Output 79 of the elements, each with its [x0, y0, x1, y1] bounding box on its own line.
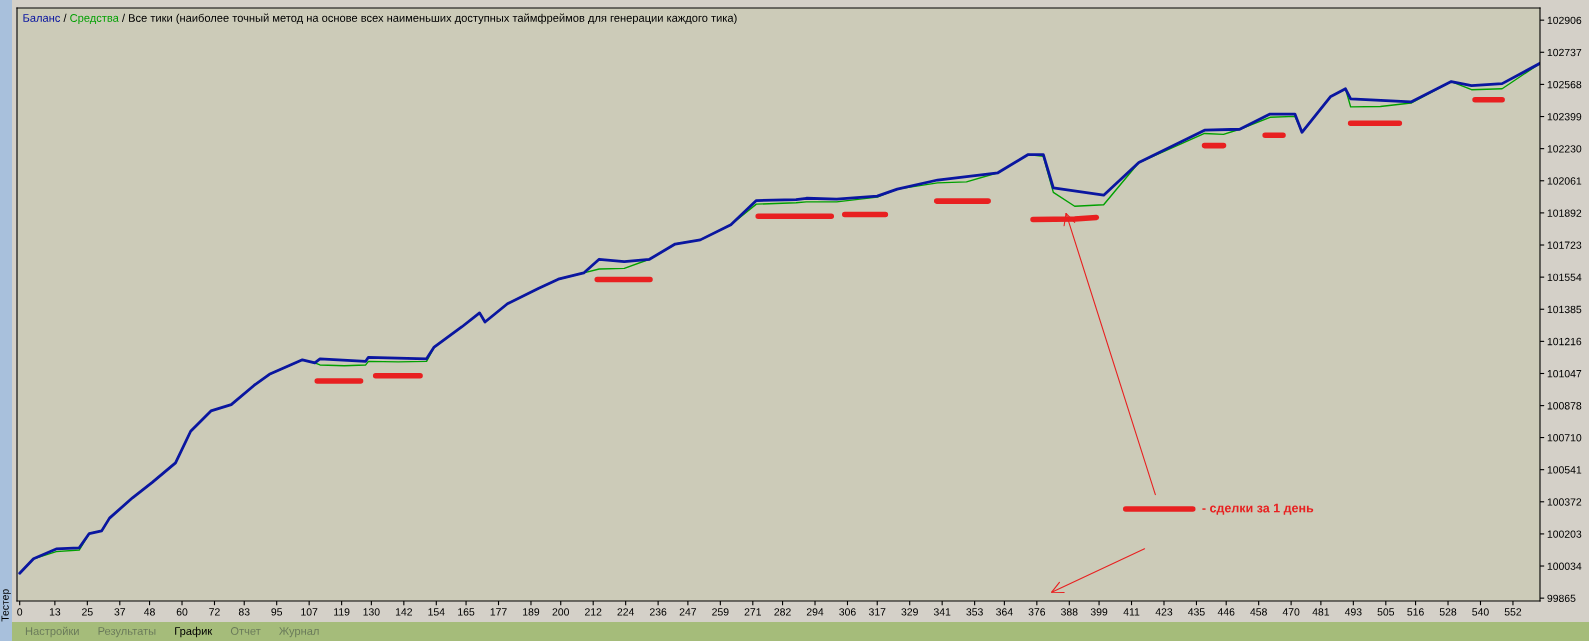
- x-tick-label: 165: [458, 608, 475, 616]
- y-tick-label: 100203: [1547, 530, 1582, 538]
- text: Средства: [70, 14, 119, 25]
- annotation: /: [63, 13, 67, 22]
- y-tick-label: 100710: [1547, 434, 1582, 442]
- x-tick-label: 37: [114, 608, 126, 616]
- x-tick-label: 119: [334, 608, 350, 616]
- x-tick-label: 364: [996, 608, 1013, 616]
- x-tick-label: 83: [238, 608, 250, 616]
- y-tick-label: 102737: [1547, 48, 1582, 57]
- annotation: /: [121, 13, 126, 22]
- x-tick-label: 388: [1061, 608, 1078, 616]
- x-tick-label: 189: [523, 608, 540, 616]
- x-tick-label: 224: [617, 608, 635, 616]
- x-tick-label: 516: [1407, 608, 1424, 616]
- y-tick-label: 102061: [1547, 177, 1582, 185]
- y-tick-label: 101554: [1547, 273, 1582, 282]
- x-tick-label: 505: [1377, 608, 1395, 616]
- x-tick-label: 540: [1472, 608, 1489, 616]
- x-tick-label: 282: [774, 608, 791, 616]
- x-tick-label: 423: [1155, 608, 1173, 616]
- x-tick-label: 13: [49, 608, 61, 616]
- x-tick-label: 481: [1312, 608, 1330, 616]
- y-tick-label: 101723: [1547, 241, 1582, 249]
- text: Настройки: [25, 626, 79, 638]
- y-tick-label: 101216: [1547, 337, 1582, 346]
- y-tick-label: 102568: [1547, 80, 1582, 89]
- x-tick-label: 353: [966, 608, 983, 616]
- x-tick-label: 154: [428, 608, 445, 616]
- x-tick-label: 341: [933, 608, 951, 616]
- x-tick-label: 294: [806, 608, 824, 616]
- x-tick-label: 470: [1282, 608, 1300, 616]
- x-tick-label: 528: [1439, 608, 1457, 616]
- x-tick-label: 329: [901, 608, 918, 616]
- x-tick-label: 25: [82, 608, 93, 616]
- x-tick-label: 399: [1090, 608, 1108, 616]
- y-tick-label: 102399: [1547, 113, 1582, 121]
- y-tick-label: 100034: [1547, 562, 1582, 570]
- x-tick-label: 177: [490, 608, 507, 616]
- chart-title: Все тики (наиболее точный метод на основе всех наименьших доступных таймфреймов для генерации каждого тика): [129, 13, 737, 25]
- text: Отчет: [230, 627, 261, 635]
- x-tick-label: 107: [301, 608, 318, 616]
- y-tick-label: 102230: [1547, 145, 1582, 153]
- x-tick-label: 317: [868, 608, 886, 616]
- y-tick-label: 101385: [1547, 305, 1582, 314]
- x-tick-label: 236: [649, 608, 667, 616]
- x-tick-label: 458: [1250, 608, 1267, 616]
- x-tick-label: 247: [679, 608, 697, 616]
- y-tick-label: 102906: [1547, 16, 1582, 25]
- text: График: [175, 626, 213, 638]
- x-tick-label: 95: [271, 608, 283, 616]
- text: Баланс: [23, 14, 61, 22]
- text: Журнал: [279, 627, 319, 638]
- x-tick-label: 60: [176, 608, 188, 616]
- x-tick-label: 493: [1344, 608, 1362, 616]
- x-tick-label: 130: [363, 608, 380, 616]
- y-tick-label: 101047: [1547, 369, 1582, 378]
- x-tick-label: 0: [17, 608, 23, 616]
- x-tick-label: 200: [552, 608, 570, 616]
- x-tick-label: 435: [1188, 608, 1205, 616]
- x-tick-label: 48: [144, 608, 155, 616]
- y-tick-label: 100878: [1547, 402, 1582, 410]
- x-tick-label: 142: [395, 608, 412, 616]
- x-tick-label: 212: [585, 608, 602, 616]
- x-tick-label: 72: [209, 608, 220, 616]
- y-tick-label: 101892: [1547, 209, 1582, 217]
- y-tick-label: 99865: [1547, 594, 1576, 603]
- annotation: - сделки за 1 день: [1202, 503, 1314, 515]
- x-tick-label: 552: [1504, 608, 1522, 616]
- x-tick-label: 411: [1123, 608, 1140, 616]
- x-tick-label: 376: [1028, 608, 1046, 616]
- y-tick-label: 100541: [1547, 466, 1582, 474]
- y-tick-label: 100372: [1547, 498, 1582, 506]
- text: Тестер: [1, 589, 11, 622]
- x-tick-label: 446: [1217, 608, 1235, 616]
- x-tick-label: 306: [839, 608, 856, 616]
- x-tick-label: 259: [712, 608, 729, 616]
- x-tick-label: 271: [744, 608, 761, 616]
- text: Результаты: [98, 627, 156, 638]
